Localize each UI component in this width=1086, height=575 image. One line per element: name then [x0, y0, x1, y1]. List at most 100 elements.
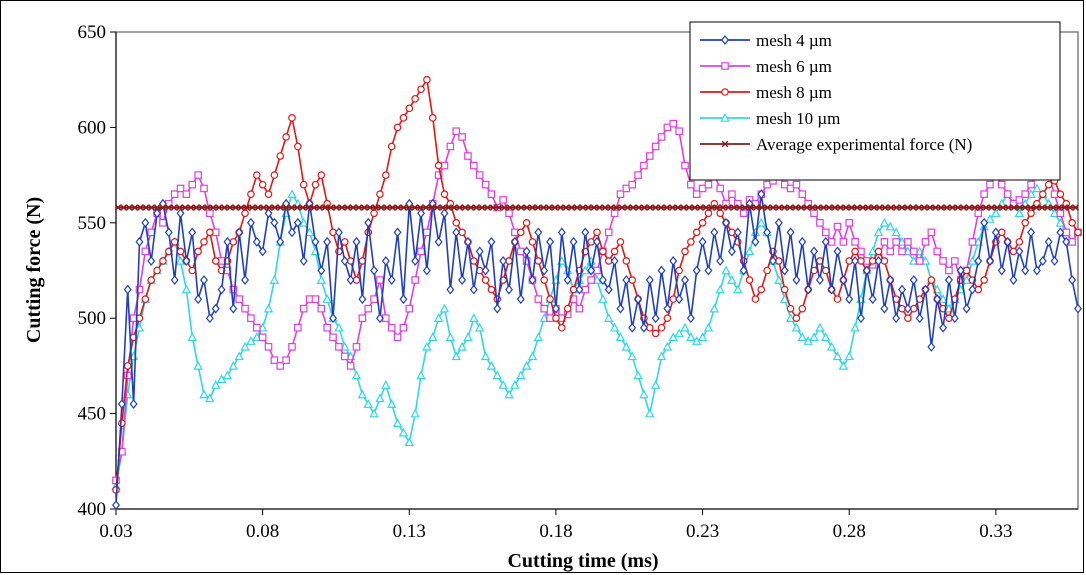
data-point — [581, 227, 590, 238]
data-point — [622, 184, 631, 193]
data-point — [745, 276, 754, 284]
data-point — [211, 380, 221, 389]
data-point — [522, 219, 531, 227]
data-point — [933, 294, 942, 305]
data-point — [838, 360, 849, 370]
data-point — [335, 343, 343, 351]
data-point — [349, 204, 357, 211]
data-point — [1055, 204, 1063, 211]
data-point — [622, 275, 631, 286]
x-tick-label: 0.18 — [539, 521, 572, 542]
data-point — [573, 204, 581, 211]
data-point — [733, 227, 742, 238]
data-point — [757, 189, 766, 200]
data-point — [971, 204, 979, 211]
data-point — [434, 171, 443, 179]
data-point — [764, 204, 771, 211]
data-point — [254, 204, 262, 211]
data-point — [410, 408, 420, 418]
data-point — [1021, 190, 1030, 198]
data-point — [452, 219, 461, 227]
data-point — [692, 190, 701, 198]
data-point — [439, 303, 450, 313]
data-point — [282, 204, 290, 211]
data-point — [257, 322, 268, 332]
data-point — [921, 204, 928, 211]
data-point — [780, 265, 789, 276]
data-point — [1039, 190, 1047, 198]
data-point — [598, 275, 607, 286]
data-point — [311, 236, 320, 247]
data-point — [686, 313, 695, 324]
data-point — [393, 333, 402, 342]
data-point — [815, 322, 825, 332]
legend-swatch-marker — [721, 62, 729, 70]
data-point — [370, 265, 379, 276]
data-point — [355, 204, 363, 211]
data-point — [842, 204, 850, 211]
data-point — [809, 332, 819, 342]
data-point — [411, 204, 419, 211]
data-point — [510, 236, 519, 247]
data-point — [675, 266, 683, 275]
data-point — [327, 204, 335, 211]
data-point — [985, 214, 995, 223]
data-point — [1032, 265, 1041, 276]
legend-entry: mesh 4 µm — [700, 31, 832, 50]
data-point — [416, 370, 426, 380]
data-point — [370, 209, 378, 218]
data-point — [763, 180, 771, 189]
data-point — [323, 236, 332, 247]
data-point — [691, 204, 699, 211]
data-point — [627, 351, 637, 361]
data-point — [663, 123, 672, 132]
data-point — [317, 304, 326, 313]
data-point — [618, 204, 626, 211]
data-point — [991, 227, 1000, 238]
data-point — [601, 204, 609, 211]
data-point — [1056, 190, 1065, 198]
data-point — [340, 238, 349, 246]
data-point — [375, 313, 384, 324]
data-point — [546, 295, 554, 303]
data-point — [669, 204, 676, 211]
data-point — [557, 227, 566, 238]
data-point — [540, 204, 547, 211]
data-point — [1014, 208, 1025, 218]
data-point — [223, 236, 232, 247]
data-point — [758, 204, 766, 211]
data-point — [211, 303, 220, 314]
data-point — [159, 204, 167, 211]
data-point — [968, 238, 977, 246]
x-tick-label: 0.23 — [686, 521, 719, 542]
legend-label: mesh 4 µm — [756, 31, 832, 50]
data-point — [187, 332, 197, 342]
data-point — [604, 284, 613, 295]
data-point — [369, 408, 379, 418]
data-point — [534, 227, 543, 238]
data-point — [1049, 204, 1057, 211]
data-point — [294, 142, 302, 151]
data-point — [381, 380, 391, 389]
data-point — [405, 204, 413, 211]
data-point — [394, 204, 402, 211]
data-point — [610, 209, 619, 218]
data-point — [680, 204, 687, 211]
data-point — [263, 303, 274, 313]
data-point — [1056, 209, 1065, 218]
data-point — [545, 204, 553, 211]
data-point — [287, 189, 297, 198]
data-point — [616, 190, 625, 198]
data-point — [205, 313, 214, 324]
data-point — [927, 276, 936, 284]
data-point — [839, 238, 848, 246]
data-point — [433, 313, 444, 322]
data-point — [562, 204, 570, 211]
data-point — [786, 184, 795, 193]
data-point — [739, 209, 748, 218]
data-point — [933, 247, 942, 256]
data-point — [404, 437, 414, 447]
data-point — [252, 171, 261, 179]
